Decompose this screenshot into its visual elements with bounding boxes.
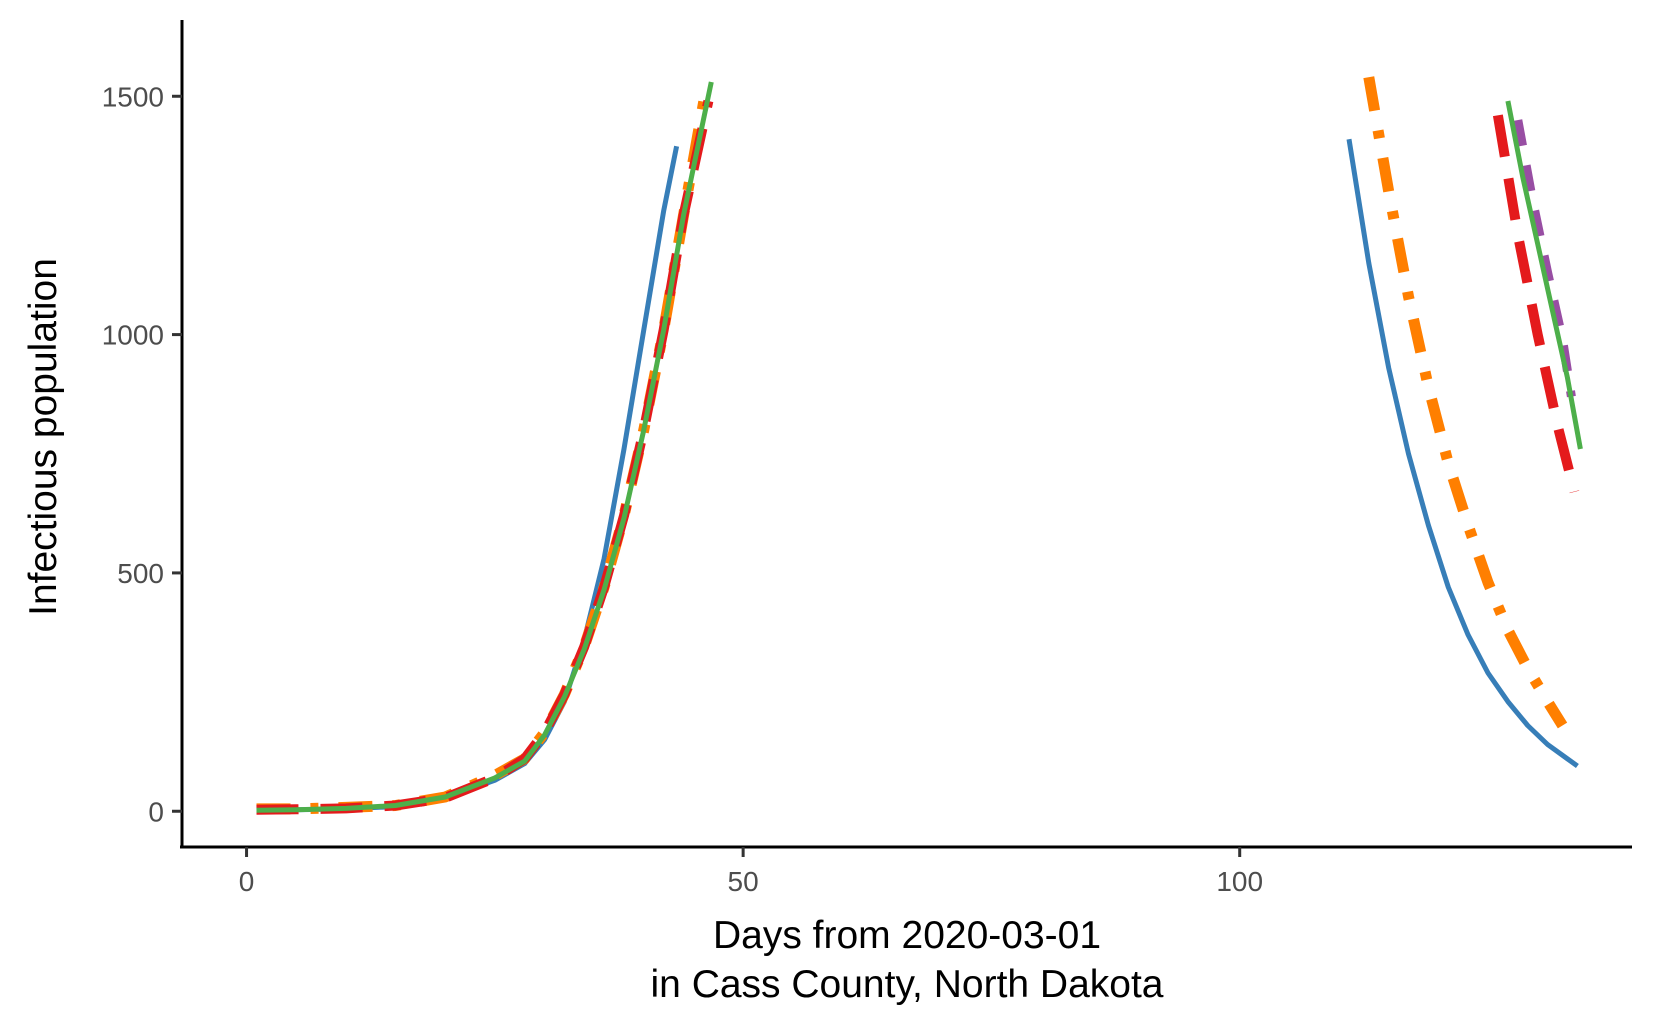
y-tick-label-0: 0 xyxy=(148,796,164,827)
y-tick-label-1000: 1000 xyxy=(102,320,164,351)
series-5-segment-1-line xyxy=(256,81,714,813)
series-layer xyxy=(256,76,1583,815)
series-1-segment-2-line xyxy=(1346,138,1579,769)
x-axis-title-line1: Days from 2020-03-01 xyxy=(713,914,1101,957)
series-3-segment-2-line xyxy=(1492,114,1580,494)
x-tick-label-100: 100 xyxy=(1216,866,1263,897)
x-tick-label-50: 50 xyxy=(728,866,759,897)
x-axis-title-line2: in Cass County, North Dakota xyxy=(651,963,1164,1006)
x-tick-label-0: 0 xyxy=(239,866,255,897)
axes-layer xyxy=(180,20,1632,849)
series-5-segment-2-line xyxy=(1505,100,1583,450)
series-1-segment-1-line xyxy=(256,145,680,813)
y-tick-label-500: 500 xyxy=(117,558,164,589)
y-tick-label-1500: 1500 xyxy=(102,81,164,112)
y-axis-title: Infectious population xyxy=(22,258,65,616)
series-2-segment-2-line xyxy=(1363,76,1568,729)
